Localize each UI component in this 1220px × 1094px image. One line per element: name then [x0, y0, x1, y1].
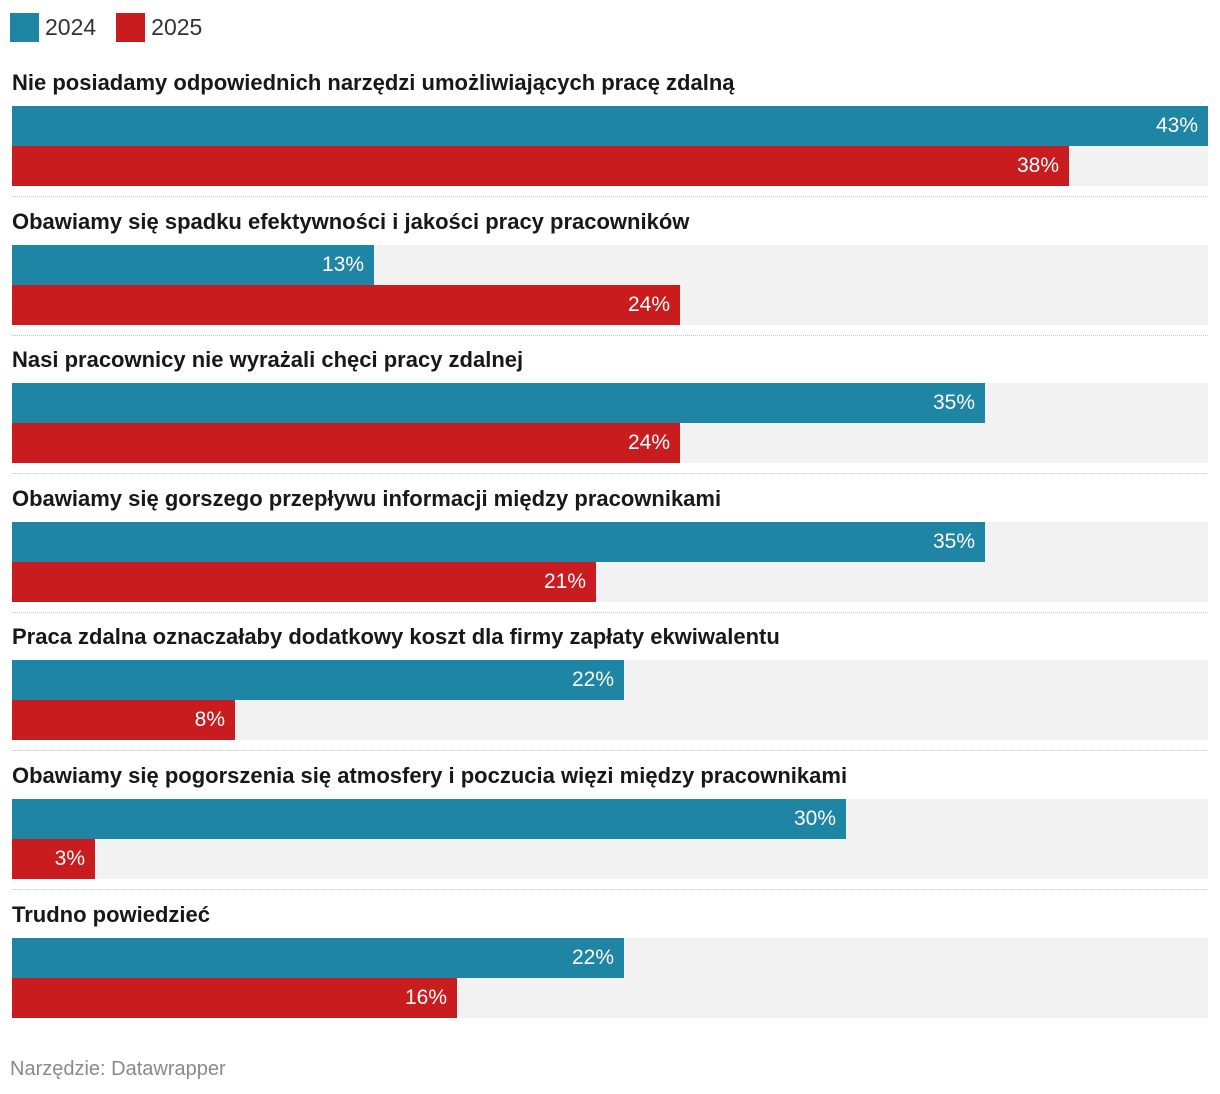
category-label: Trudno powiedzieć — [12, 902, 211, 927]
legend-label-2025: 2025 — [151, 13, 203, 40]
bar-2024 — [12, 383, 985, 423]
legend-swatch-2024 — [10, 12, 39, 42]
legend-swatch-2025 — [116, 12, 146, 42]
bar-2024 — [12, 522, 985, 562]
data-label-2024: 35% — [932, 530, 975, 553]
bar-2024 — [12, 106, 1208, 146]
bar-2024 — [12, 660, 624, 700]
category-label: Nie posiadamy odpowiednich narzędzi umoż… — [12, 70, 735, 95]
bar-2025 — [12, 285, 680, 325]
group-separator — [12, 196, 1208, 197]
data-label-2025: 8% — [194, 708, 225, 731]
category-label: Praca zdalna oznaczałaby dodatkowy koszt… — [12, 624, 780, 649]
data-label-2024: 22% — [571, 946, 614, 969]
data-label-2024: 43% — [1155, 114, 1198, 137]
group-separator — [12, 335, 1208, 336]
group-separator — [12, 473, 1208, 474]
source-note: Narzędzie: Datawrapper — [10, 1058, 226, 1080]
legend-item-2025: 2025 — [116, 12, 203, 42]
category-label: Obawiamy się pogorszenia się atmosfery i… — [12, 763, 848, 788]
data-label-2025: 3% — [54, 847, 85, 870]
bar-2024 — [12, 799, 846, 839]
data-label-2024: 30% — [793, 807, 836, 830]
data-label-2024: 22% — [571, 668, 614, 691]
data-label-2025: 21% — [543, 570, 586, 593]
bar-2025 — [12, 562, 596, 602]
category-label: Obawiamy się gorszego przepływu informac… — [12, 486, 722, 511]
data-label-2024: 13% — [321, 253, 364, 276]
data-label-2025: 38% — [1016, 154, 1059, 177]
group-separator — [12, 750, 1208, 751]
legend: 2024 2025 — [10, 12, 222, 42]
bar-2024 — [12, 938, 624, 978]
bar-2025 — [12, 146, 1069, 186]
legend-item-2024: 2024 — [10, 12, 97, 42]
bar-2025 — [12, 700, 235, 740]
bar-2024 — [12, 245, 374, 285]
data-label-2025: 24% — [627, 431, 670, 454]
bar-2025 — [12, 978, 457, 1018]
bar-2025 — [12, 839, 95, 879]
category-label: Obawiamy się spadku efektywności i jakoś… — [12, 209, 690, 234]
category-label: Nasi pracownicy nie wyrażali chęci pracy… — [12, 347, 524, 372]
legend-label-2024: 2024 — [45, 13, 97, 40]
data-label-2025: 24% — [627, 293, 670, 316]
group-separator — [12, 889, 1208, 890]
data-label-2024: 35% — [932, 391, 975, 414]
bar-2025 — [12, 423, 680, 463]
data-label-2025: 16% — [404, 986, 447, 1009]
group-separator — [12, 612, 1208, 613]
